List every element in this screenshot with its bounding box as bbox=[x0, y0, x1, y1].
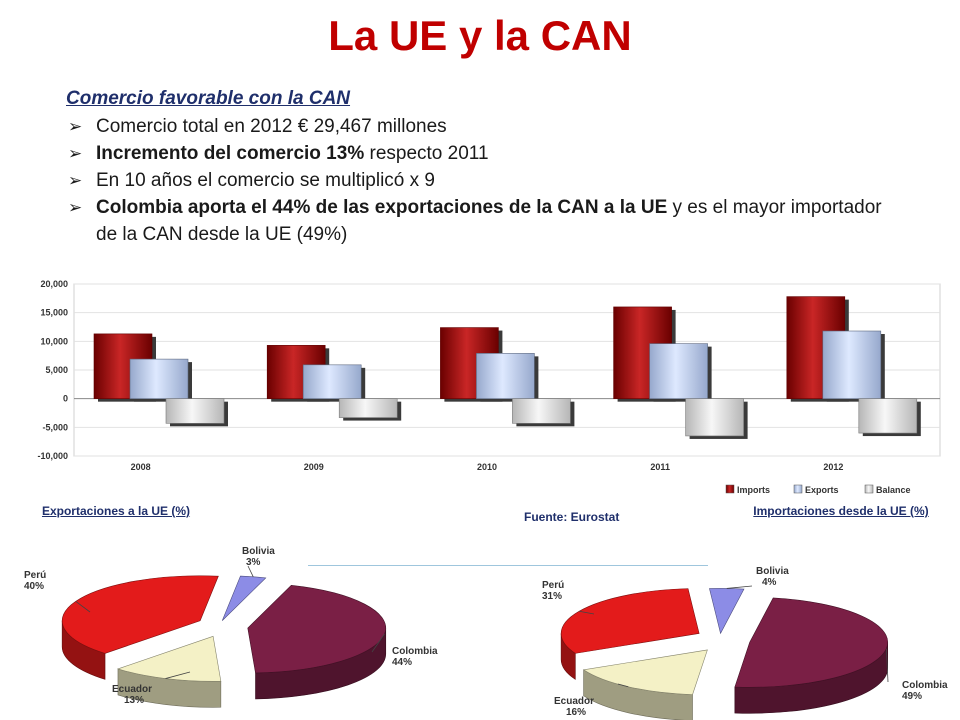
bullet-text: y es el mayor importador de la CAN desde… bbox=[96, 197, 882, 245]
x-tick-label: 2011 bbox=[650, 462, 670, 472]
bullet-text: Comercio total en 2012 € 29,467 millones bbox=[96, 116, 447, 137]
slice-name-label: Perú bbox=[542, 580, 564, 591]
bullet-list: Comercio favorable con la CAN ➢ Comercio… bbox=[66, 88, 896, 248]
bullet-ten-years: ➢ En 10 años el comercio se multiplicó x… bbox=[66, 167, 896, 194]
x-tick-label: 2012 bbox=[823, 462, 843, 472]
legend-swatch bbox=[793, 484, 803, 494]
slice-value-label: 31% bbox=[542, 591, 562, 602]
exports-bar bbox=[302, 364, 362, 399]
slice-value-label: 3% bbox=[246, 557, 261, 568]
bullet-colombia: ➢ Colombia aporta el 44% de las exportac… bbox=[66, 194, 896, 248]
slice-name-label: Ecuador bbox=[112, 684, 152, 695]
leader-line bbox=[247, 565, 254, 577]
legend-swatch bbox=[725, 484, 735, 494]
bullet-text: respecto 2011 bbox=[364, 143, 489, 164]
slice-name-label: Bolivia bbox=[756, 566, 789, 577]
leader-line bbox=[726, 585, 753, 589]
arrow-bullet-icon: ➢ bbox=[68, 198, 83, 217]
slice-value-label: 49% bbox=[902, 691, 922, 702]
pie-slice-colombia bbox=[734, 597, 888, 688]
balance-bar bbox=[165, 398, 225, 424]
slice-value-label: 4% bbox=[762, 577, 777, 588]
trade-bar-chart: 20,000 15,000 10,000 5,000 0 -5,000 -10,000 200… bbox=[37, 279, 941, 495]
leader-line bbox=[617, 683, 629, 688]
leader-line bbox=[885, 648, 889, 683]
leader-line bbox=[165, 671, 191, 679]
exports-bar bbox=[822, 330, 882, 399]
bullet-bold-text: Colombia aporta el 44% de las exportacio… bbox=[96, 197, 668, 218]
slice-value-label: 44% bbox=[392, 657, 412, 668]
slide-title: La UE y la CAN bbox=[328, 12, 632, 59]
slice-value-label: 16% bbox=[566, 707, 586, 718]
leader-line bbox=[371, 633, 385, 653]
exports-bar bbox=[129, 358, 189, 399]
y-tick-label: -10,000 bbox=[37, 451, 68, 461]
exports-bar bbox=[649, 343, 708, 399]
leader-line bbox=[579, 610, 595, 615]
exports-bar bbox=[476, 353, 535, 399]
legend-swatch bbox=[864, 484, 874, 494]
y-tick-label: 10,000 bbox=[40, 336, 68, 346]
arrow-bullet-icon: ➢ bbox=[68, 144, 83, 163]
slice-value-label: 13% bbox=[124, 695, 144, 706]
y-tick-label: 0 bbox=[63, 394, 68, 404]
y-tick-label: 5,000 bbox=[45, 365, 68, 375]
pie-slice-peru bbox=[61, 575, 219, 654]
bullet-bold-text: Incremento del comercio 13% bbox=[96, 143, 365, 164]
source-note: Fuente: Eurostat bbox=[524, 510, 620, 524]
slice-name-label: Perú bbox=[24, 570, 46, 581]
slice-name-label: Ecuador bbox=[554, 696, 594, 707]
slice-value-label: 40% bbox=[24, 581, 44, 592]
balance-bar bbox=[858, 398, 918, 434]
slice-name-label: Colombia bbox=[902, 680, 948, 691]
arrow-bullet-icon: ➢ bbox=[68, 117, 83, 136]
balance-bar bbox=[512, 398, 571, 424]
pie-slice-peru bbox=[560, 588, 700, 654]
legend-label: Imports bbox=[737, 485, 770, 495]
bullet-total-trade: ➢ Comercio total en 2012 € 29,467 millon… bbox=[66, 113, 896, 140]
slice-name-label: Colombia bbox=[392, 646, 438, 657]
pie-slice-ecuador bbox=[582, 649, 708, 695]
bullet-trade-increase: ➢ Incremento del comercio 13% respecto 2… bbox=[66, 140, 896, 167]
bullet-text: En 10 años el comercio se multiplicó x 9 bbox=[96, 170, 435, 191]
x-tick-label: 2008 bbox=[131, 462, 151, 472]
y-tick-label: 15,000 bbox=[40, 308, 68, 318]
pie-slice-bolivia bbox=[221, 575, 267, 621]
subtitle: Comercio favorable con la CAN bbox=[66, 88, 351, 109]
slice-name-label: Bolivia bbox=[242, 546, 275, 557]
pie-slice-bolivia bbox=[709, 588, 745, 635]
exports-pie-title: Exportaciones a la UE (%) bbox=[41, 504, 191, 518]
x-tick-label: 2010 bbox=[477, 462, 497, 472]
y-tick-label: 20,000 bbox=[40, 279, 68, 289]
x-tick-label: 2009 bbox=[304, 462, 324, 472]
leader-line bbox=[75, 601, 91, 613]
y-tick-label: -5,000 bbox=[42, 422, 68, 432]
legend-label: Exports bbox=[805, 485, 839, 495]
divider bbox=[308, 565, 708, 566]
pie-slice-ecuador bbox=[116, 635, 222, 682]
arrow-bullet-icon: ➢ bbox=[68, 171, 83, 190]
balance-bar bbox=[338, 398, 398, 418]
balance-bar bbox=[685, 398, 744, 437]
imports-pie-title: Importaciones desde la UE (%) bbox=[753, 504, 929, 518]
legend-label: Balance bbox=[876, 485, 911, 495]
